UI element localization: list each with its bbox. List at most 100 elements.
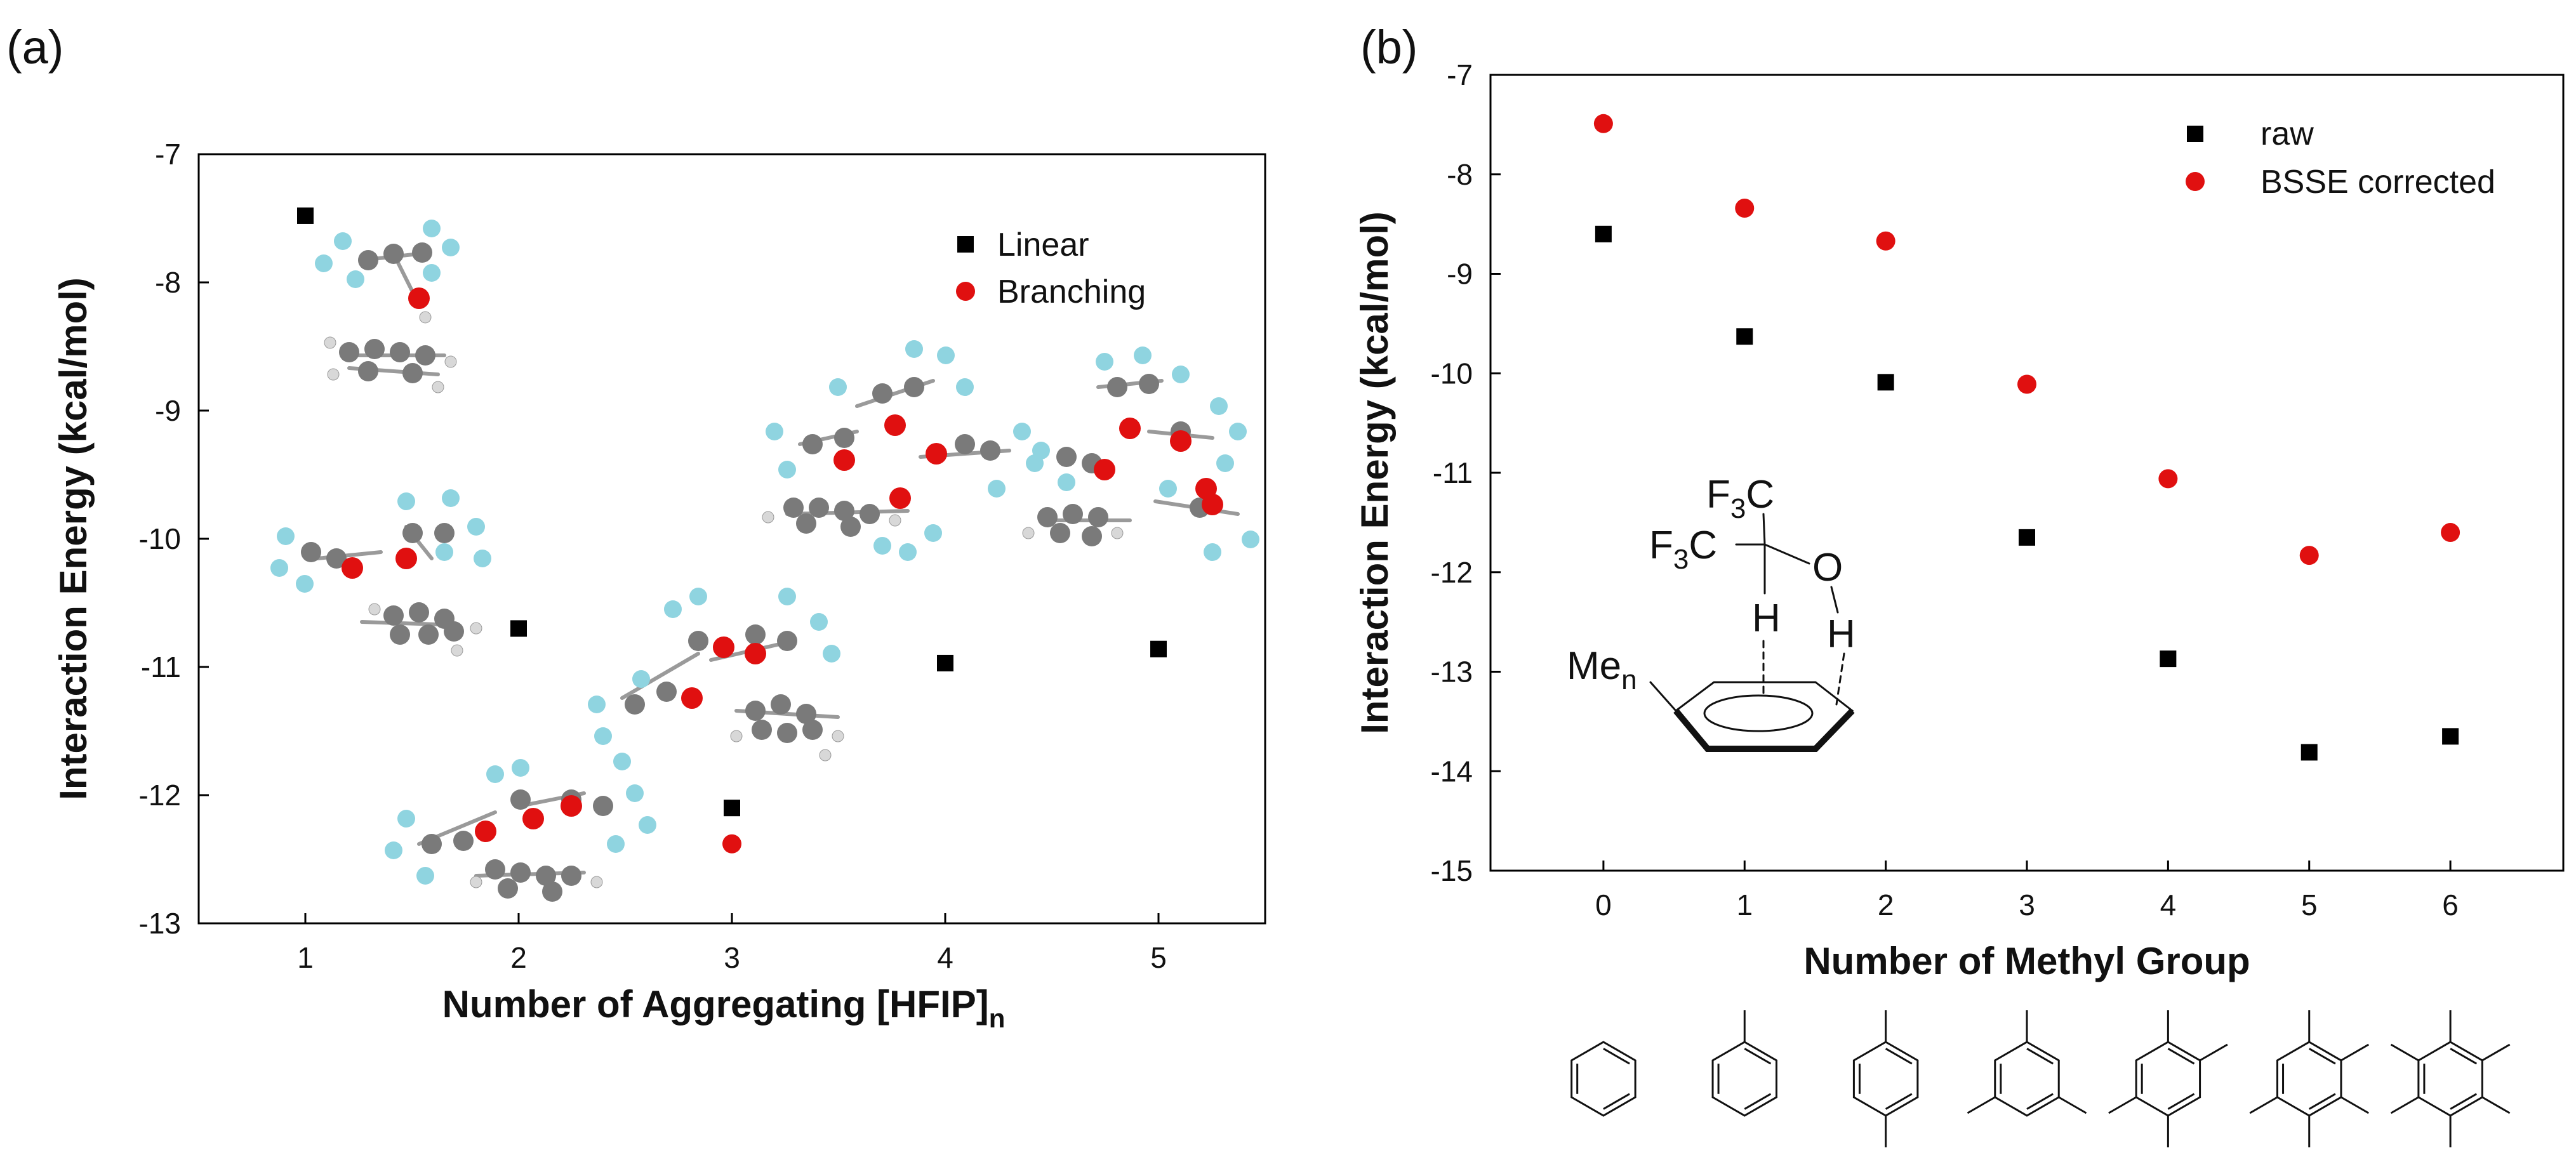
hfip-arene-structure: F3C F3C O H H Men bbox=[1567, 473, 1856, 752]
panel-a-y-tick-label: -12 bbox=[139, 779, 181, 812]
methyl-n-sub: n bbox=[1621, 664, 1637, 696]
data-point-raw bbox=[2300, 744, 2318, 761]
cf3-top-f: F bbox=[1706, 473, 1730, 517]
data-point-bsse-corrected bbox=[2441, 523, 2460, 543]
arene-ring-outline bbox=[2276, 1041, 2342, 1117]
panel-b-x-tick-label: 5 bbox=[2301, 888, 2318, 921]
arene-ring-outline bbox=[1994, 1041, 2060, 1117]
panel-b-y-tick-label: -11 bbox=[1433, 456, 1473, 489]
panel-a-x-tick-label: 1 bbox=[297, 941, 314, 974]
panel-a: (a) 1 2 3 4 5 -7 -8 -9 -10 -11 -12 -13 Interaction … bbox=[6, 21, 1266, 1033]
data-point-bsse-corrected bbox=[2017, 374, 2036, 394]
legend-label-raw: raw bbox=[2261, 115, 2314, 152]
molecule-model-n3-branching bbox=[385, 753, 656, 902]
arene-double-bond bbox=[1603, 1048, 1630, 1065]
molecule-model-n3-linear bbox=[588, 588, 844, 762]
panel-b-label: (b) bbox=[1360, 21, 1417, 74]
data-point-branching bbox=[722, 834, 741, 854]
methyl-bond bbox=[2390, 1043, 2419, 1062]
arene-double-bond bbox=[1744, 1048, 1772, 1065]
molecule-model-n1 bbox=[315, 220, 460, 393]
panel-b-data-points bbox=[1593, 114, 2460, 761]
bond-o-h bbox=[1830, 586, 1839, 614]
panel-a-y-tick-label: -10 bbox=[139, 522, 181, 555]
methyl-bond bbox=[2108, 1096, 2137, 1114]
oxygen-label: O bbox=[1812, 546, 1843, 590]
panel-b-y-tick-label: -15 bbox=[1431, 854, 1473, 887]
methyl-bond bbox=[2481, 1096, 2511, 1114]
data-point-bsse-corrected bbox=[1593, 114, 1613, 133]
panel-b-x-axis-label: Number of Methyl Group bbox=[1803, 940, 2250, 982]
panel-a-y-tick-label: -9 bbox=[155, 394, 181, 427]
panel-b-y-tick-label: -12 bbox=[1431, 556, 1473, 589]
arene-structure-2-methyl bbox=[1852, 1010, 1919, 1147]
data-point-raw bbox=[1595, 225, 1612, 242]
arene-aromatic-circle bbox=[1703, 694, 1814, 732]
cf3-top-c: C bbox=[1746, 473, 1774, 517]
arene-double-bond bbox=[2026, 1048, 2054, 1065]
data-point-raw bbox=[1736, 328, 1753, 345]
arene-structure-3-methyl bbox=[1967, 1010, 2087, 1117]
arene-ring-outline bbox=[1852, 1041, 1919, 1117]
arene-double-bond bbox=[1603, 1093, 1630, 1110]
arene-double-bond bbox=[2450, 1048, 2478, 1065]
data-point-linear bbox=[724, 800, 740, 817]
panel-a-y-tick-label: -13 bbox=[139, 907, 181, 940]
panel-a-y-axis-label: Interaction Energy (kcal/mol) bbox=[52, 277, 95, 800]
methyl-bond bbox=[1967, 1096, 1996, 1114]
methyl-bond bbox=[2058, 1096, 2087, 1114]
panel-b-x-tick-label: 6 bbox=[2442, 888, 2459, 921]
arene-double-bond bbox=[1885, 1093, 1913, 1110]
methyl-bond bbox=[2249, 1096, 2278, 1114]
molecule-model-n2 bbox=[270, 489, 491, 657]
data-point-linear bbox=[297, 207, 314, 224]
panel-a-x-axis-label: Number of Aggregating [HFIP]n bbox=[442, 983, 1006, 1033]
data-point-raw bbox=[2442, 728, 2459, 745]
data-point-raw bbox=[2160, 650, 2177, 668]
arene-structure-4-methyl bbox=[2108, 1010, 2228, 1147]
oh-pi-contact bbox=[1835, 652, 1845, 706]
panel-b: (b) 0 1 2 3 4 5 6 -7 -8 -9 -10 -11 -12 -13 -14 -15 Inte… bbox=[1353, 21, 2565, 1147]
arene-ring-outline bbox=[2417, 1041, 2483, 1117]
panel-b-legend: raw BSSE corrected bbox=[2186, 115, 2495, 201]
arene-ring-outline bbox=[2135, 1041, 2201, 1117]
arene-ring-front-edge bbox=[1673, 708, 1855, 752]
panel-a-x-tick-label: 5 bbox=[1150, 941, 1167, 974]
arene-structure-1-methyl bbox=[1711, 1010, 1777, 1117]
panel-b-x-tick-label: 1 bbox=[1736, 888, 1753, 921]
methyl-bond bbox=[2481, 1043, 2511, 1062]
data-point-bsse-corrected bbox=[1735, 199, 1755, 218]
panel-b-y-tick-label: -9 bbox=[1447, 258, 1473, 291]
panel-a-y-tick-label: -11 bbox=[141, 650, 181, 683]
panel-a-x-tick-label: 2 bbox=[510, 941, 527, 974]
panel-a-y-tick-label: -7 bbox=[155, 138, 181, 171]
arene-double-bond bbox=[2167, 1048, 2195, 1065]
panel-a-x-axis-label-sub: n bbox=[989, 1003, 1006, 1033]
panel-b-y-tick-label: -14 bbox=[1431, 755, 1473, 788]
arene-structure-0-methyl bbox=[1570, 1041, 1637, 1117]
panel-b-y-tick-label: -10 bbox=[1431, 357, 1473, 390]
oh-hydrogen-label: H bbox=[1827, 612, 1856, 656]
arene-double-bond bbox=[2026, 1093, 2054, 1110]
panel-a-axis-ticks: 1 2 3 4 5 -7 -8 -9 -10 -11 -12 -13 bbox=[139, 138, 1167, 974]
ch-hydrogen-label: H bbox=[1752, 597, 1781, 640]
legend-marker-branching bbox=[956, 282, 975, 301]
molecule-model-n5 bbox=[1022, 346, 1259, 561]
methylbenzene-structures bbox=[1570, 1010, 2511, 1147]
bond-c-cf3-top bbox=[1762, 513, 1766, 546]
panel-b-x-tick-label: 3 bbox=[2019, 888, 2035, 921]
data-point-raw bbox=[1877, 374, 1894, 391]
methyl-bond bbox=[2340, 1043, 2370, 1062]
cf3-left-f: F bbox=[1649, 524, 1673, 567]
arene-double-bond bbox=[2308, 1048, 2336, 1065]
panel-a-label: (a) bbox=[6, 21, 63, 74]
data-point-bsse-corrected bbox=[2158, 469, 2178, 489]
legend-marker-raw bbox=[2187, 126, 2203, 142]
data-point-bsse-corrected bbox=[2299, 546, 2319, 565]
panel-b-x-tick-label: 2 bbox=[1878, 888, 1894, 921]
panel-b-y-axis-label: Interaction Energy (kcal/mol) bbox=[1353, 211, 1396, 734]
methyl-substituent-bond bbox=[1649, 681, 1677, 712]
methyl-me: Me bbox=[1567, 644, 1621, 688]
data-point-bsse-corrected bbox=[1876, 231, 1895, 251]
